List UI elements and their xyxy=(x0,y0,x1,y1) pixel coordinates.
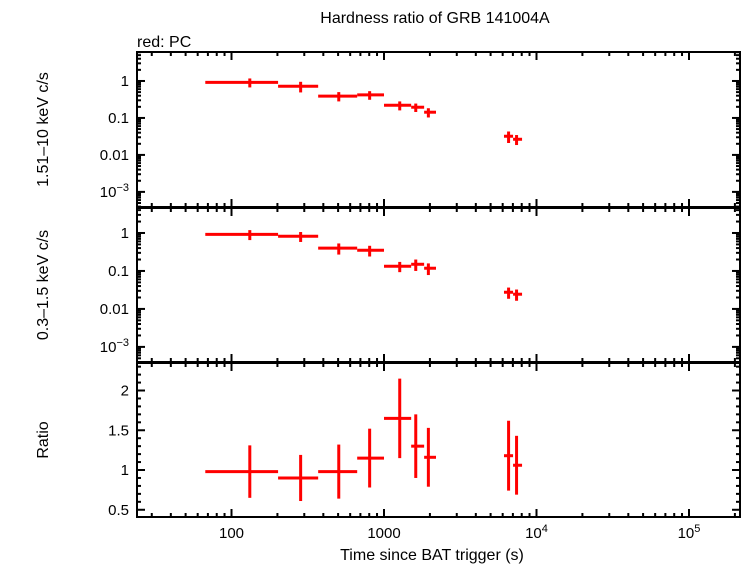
panel-frame-3 xyxy=(136,362,741,518)
y-tick-label: 0.5 xyxy=(108,502,129,519)
data-point xyxy=(424,108,437,118)
data-point xyxy=(318,243,358,255)
data-point xyxy=(205,78,279,88)
y-tick-label: 0.1 xyxy=(108,263,129,280)
y-tick-label: 1 xyxy=(121,225,129,242)
data-point xyxy=(411,259,425,271)
data-point xyxy=(205,230,279,241)
data-point xyxy=(278,232,319,242)
data-point xyxy=(357,245,385,257)
data-point xyxy=(513,289,523,301)
data-point xyxy=(384,378,412,459)
data-point xyxy=(513,435,523,495)
data-point xyxy=(318,444,358,499)
x-axis-label: Time since BAT trigger (s) xyxy=(340,547,524,564)
x-tick-label: 104 xyxy=(525,523,548,542)
y-axis-label-2: 0.3–1.5 keV c/s xyxy=(35,230,52,340)
panel-frame-1 xyxy=(136,51,741,208)
chart-subtitle: red: PC xyxy=(137,34,191,51)
chart-title: Hardness ratio of GRB 141004A xyxy=(320,10,550,27)
data-point xyxy=(278,81,319,93)
x-tick-label: 105 xyxy=(678,523,701,542)
panel-frame-2 xyxy=(136,207,741,363)
y-tick-label: 0.01 xyxy=(100,301,129,318)
data-point xyxy=(503,420,514,491)
x-tick-label: 1000 xyxy=(367,525,400,542)
y-axis-label-3: Ratio xyxy=(35,421,52,458)
x-tick-label: 100 xyxy=(219,525,244,542)
y-tick-label: 0.01 xyxy=(100,147,129,164)
data-point xyxy=(205,445,279,498)
data-point xyxy=(503,287,514,299)
y-tick-label: 1.5 xyxy=(108,422,129,439)
data-point xyxy=(424,427,437,487)
y-tick-label: 1 xyxy=(121,73,129,90)
data-point xyxy=(278,454,319,502)
data-point xyxy=(384,261,412,273)
y-tick-label: 1 xyxy=(121,462,129,479)
data-point xyxy=(357,428,385,488)
data-point xyxy=(513,135,523,146)
data-point xyxy=(357,91,385,100)
y-tick-label: 10−3 xyxy=(100,337,129,356)
data-point xyxy=(318,92,358,102)
data-point xyxy=(384,101,412,111)
y-tick-label: 10−3 xyxy=(100,182,129,201)
data-point xyxy=(503,131,514,144)
data-point xyxy=(411,103,425,112)
y-axis-label-1: 1.51–10 keV c/s xyxy=(35,72,52,187)
data-point xyxy=(424,263,437,276)
y-tick-label: 0.1 xyxy=(108,110,129,127)
y-tick-label: 2 xyxy=(121,383,129,400)
data-point xyxy=(411,414,425,478)
